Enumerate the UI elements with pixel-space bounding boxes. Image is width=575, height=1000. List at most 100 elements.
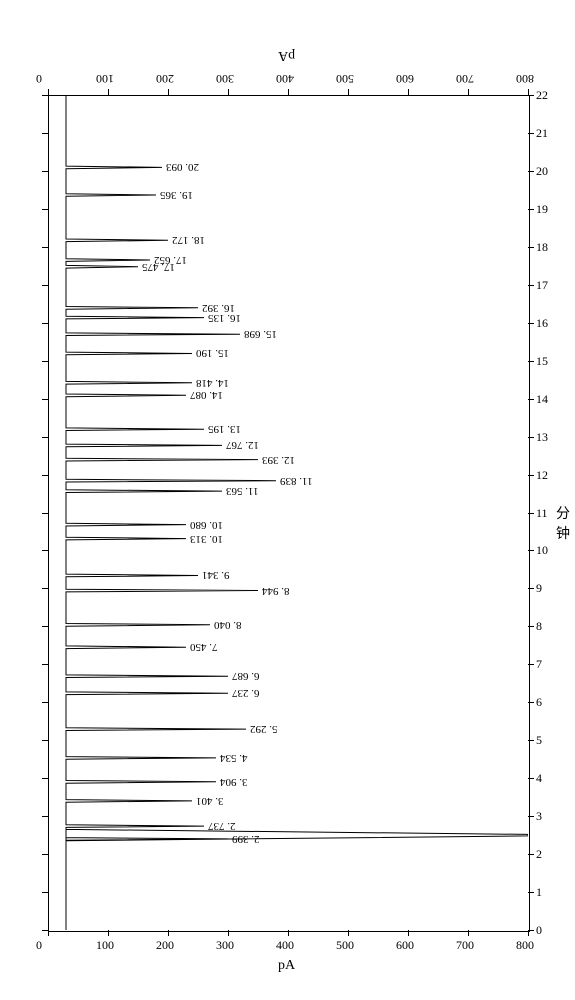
y-tick: [42, 209, 48, 210]
y-tick: [528, 209, 534, 210]
x-tick: [48, 930, 49, 936]
y-tick: [528, 475, 534, 476]
x-axis-label-top: pA: [278, 47, 295, 63]
y-tick: [528, 437, 534, 438]
y-tick: [528, 626, 534, 627]
y-tick-label: 12: [536, 468, 548, 483]
y-tick: [528, 247, 534, 248]
y-tick: [528, 399, 534, 400]
x-tick: [108, 89, 109, 95]
peak-label: 15. 698: [244, 328, 277, 340]
peak-label: 10. 680: [190, 519, 223, 531]
peak-label: 9. 341: [202, 569, 230, 581]
y-tick: [42, 437, 48, 438]
y-tick: [42, 702, 48, 703]
x-tick-label: 700: [456, 71, 474, 86]
y-tick: [42, 247, 48, 248]
y-axis-label: 分钟: [556, 503, 575, 543]
y-tick-label: 3: [536, 809, 542, 824]
x-tick-label: 0: [36, 71, 42, 86]
y-tick-label: 19: [536, 202, 548, 217]
y-tick-label: 13: [536, 430, 548, 445]
y-tick: [42, 285, 48, 286]
peak-label: 2. 737: [208, 820, 236, 832]
y-tick-label: 16: [536, 316, 548, 331]
y-tick-label: 22: [536, 88, 548, 103]
y-tick: [42, 778, 48, 779]
x-tick-label: 600: [396, 938, 414, 953]
y-tick-label: 9: [536, 581, 542, 596]
y-tick: [42, 513, 48, 514]
peak-label: 14. 087: [190, 389, 223, 401]
x-tick-label: 100: [96, 938, 114, 953]
peak-label: 6. 687: [232, 670, 260, 682]
x-tick: [288, 930, 289, 936]
y-tick: [528, 323, 534, 324]
y-tick: [42, 930, 48, 931]
peak-label: 19. 365: [160, 189, 193, 201]
x-tick-label: 400: [276, 71, 294, 86]
y-tick: [42, 854, 48, 855]
y-tick: [42, 740, 48, 741]
peak-label: 8. 944: [262, 585, 290, 597]
y-tick-label: 17: [536, 278, 548, 293]
y-tick: [42, 816, 48, 817]
y-tick: [42, 892, 48, 893]
y-tick: [42, 361, 48, 362]
y-tick-label: 5: [536, 733, 542, 748]
x-tick-label: 100: [96, 71, 114, 86]
x-tick: [48, 89, 49, 95]
y-tick: [42, 171, 48, 172]
y-tick: [528, 550, 534, 551]
y-tick: [528, 778, 534, 779]
peak-label: 4. 534: [220, 752, 248, 764]
y-tick-label: 7: [536, 657, 542, 672]
y-tick: [528, 892, 534, 893]
peak-label: 12. 393: [262, 454, 295, 466]
x-axis-label-bottom: pA: [278, 958, 295, 974]
x-tick: [408, 89, 409, 95]
x-tick-label: 500: [336, 71, 354, 86]
x-tick-label: 500: [336, 938, 354, 953]
peak-label: 17. 652: [154, 254, 187, 266]
y-tick-label: 18: [536, 240, 548, 255]
y-tick: [42, 664, 48, 665]
x-tick: [108, 930, 109, 936]
y-tick: [528, 740, 534, 741]
y-tick-label: 0: [536, 923, 542, 938]
y-tick: [42, 550, 48, 551]
y-tick: [528, 133, 534, 134]
y-tick: [42, 95, 48, 96]
peak-label: 7. 450: [190, 641, 218, 653]
y-tick-label: 20: [536, 164, 548, 179]
y-tick: [528, 361, 534, 362]
x-tick-label: 0: [36, 938, 42, 953]
y-tick: [42, 399, 48, 400]
peak-label: 8. 040: [214, 619, 242, 631]
x-tick-label: 400: [276, 938, 294, 953]
x-tick: [168, 930, 169, 936]
y-tick: [528, 171, 534, 172]
x-tick: [468, 89, 469, 95]
peak-label: 2. 399: [232, 833, 260, 845]
y-tick-label: 2: [536, 847, 542, 862]
y-tick-label: 11: [536, 506, 548, 521]
y-tick: [528, 513, 534, 514]
y-tick-label: 10: [536, 543, 548, 558]
peak-label: 20. 093: [166, 161, 199, 173]
x-tick-label: 200: [156, 71, 174, 86]
x-tick-label: 600: [396, 71, 414, 86]
peak-label: 13. 195: [208, 423, 241, 435]
x-tick-label: 300: [216, 938, 234, 953]
y-tick-label: 14: [536, 392, 548, 407]
peak-label: 12. 767: [226, 439, 259, 451]
y-tick-label: 8: [536, 619, 542, 634]
y-tick: [528, 930, 534, 931]
x-tick-label: 800: [516, 938, 534, 953]
x-tick: [468, 930, 469, 936]
x-tick: [228, 89, 229, 95]
x-tick-label: 700: [456, 938, 474, 953]
y-tick: [528, 95, 534, 96]
peak-label: 3. 401: [196, 795, 224, 807]
peak-label: 14. 418: [196, 377, 229, 389]
